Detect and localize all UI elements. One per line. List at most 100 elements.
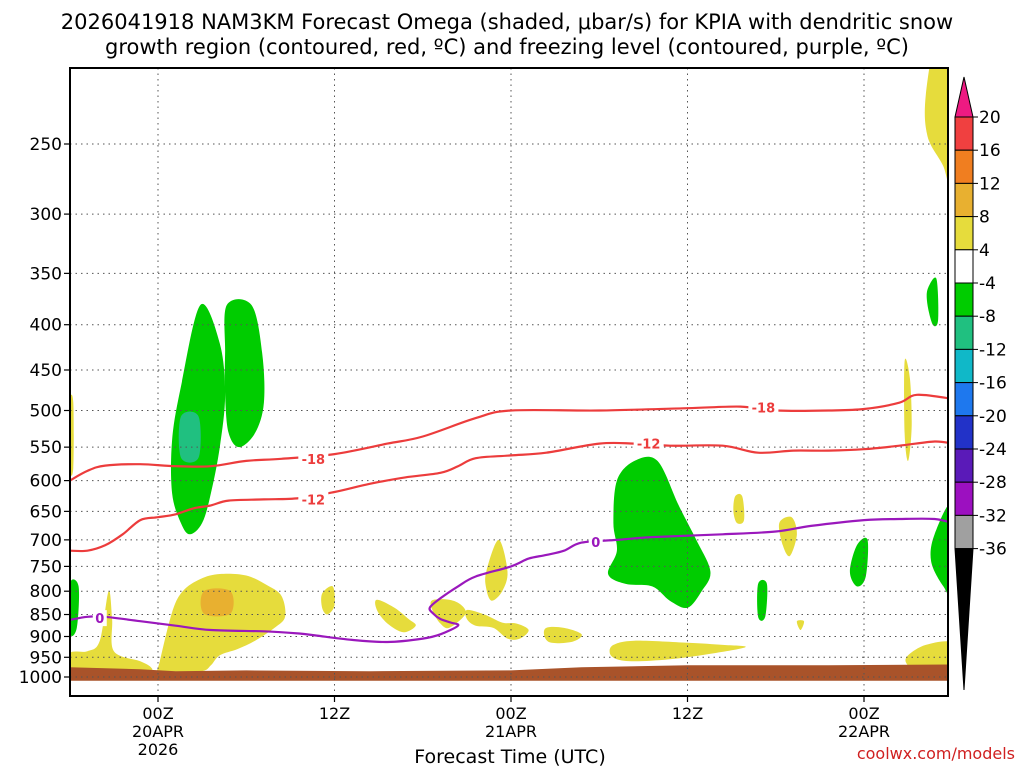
y-tick-label-600: 600 [30, 472, 62, 492]
y-tick-label-1000: 1000 [19, 668, 62, 688]
colorbar-label--32: -32 [979, 506, 1007, 526]
omega-region-15 [200, 588, 234, 617]
colorbar: 20 16 12 8 4 -4 -8 -12 -16 -20 -24 -28 -32 -36 [954, 76, 1007, 691]
omega-region-9 [926, 277, 939, 327]
y-tick-label-500: 500 [30, 402, 62, 422]
contour-label--12-2: -12 [637, 438, 661, 453]
colorbar-band-6 [954, 282, 974, 317]
contour-label-bg [92, 610, 107, 627]
colorbar-band-5 [954, 249, 974, 284]
chart-title-line1: 2026041918 NAM3KM Forecast Omega (shaded… [61, 10, 953, 34]
ground-layer [70, 664, 948, 681]
contour-lines: -18 -18 -12 -12 0 0 [70, 393, 948, 644]
colorbar-band-11 [954, 448, 974, 483]
omega-region-13 [70, 590, 153, 675]
colorbar-band-12 [954, 481, 974, 516]
omega-region-17 [375, 599, 416, 633]
x-axis-title: Forecast Time (UTC) [414, 746, 605, 768]
omega-region-2 [224, 299, 265, 448]
y-tick-label-300: 300 [30, 205, 62, 225]
colorbar-label-20: 20 [979, 108, 1001, 128]
omega-region-18 [430, 599, 466, 629]
omega-region-11 [924, 68, 948, 184]
contour-line--12 [70, 440, 948, 553]
plot-frame [69, 67, 949, 697]
colorbar-label-8: 8 [979, 208, 990, 228]
colorbar-label-16: 16 [979, 141, 1001, 161]
contour-label-0-1: 0 [95, 612, 104, 627]
y-tick-label-450: 450 [30, 361, 62, 381]
omega-region-8 [930, 505, 948, 595]
x-tick-label-20-1: 00Z [495, 704, 526, 723]
contour-label-bg [298, 491, 329, 508]
omega-region-22 [609, 640, 746, 662]
omega-region-16 [321, 585, 335, 615]
colorbar-top-arrow [954, 76, 974, 118]
ground-fill [70, 664, 948, 681]
colorbar-label--4: -4 [979, 274, 996, 294]
colorbar-label-4: 4 [979, 241, 990, 261]
omega-region-14 [157, 573, 286, 674]
contour-label-bg [298, 450, 329, 467]
colorbar-label--8: -8 [979, 307, 996, 327]
omega-region-27 [905, 641, 948, 671]
x-tick-label-40-1: 00Z [848, 704, 879, 723]
x-tick-label-0-1: 00Z [142, 704, 173, 723]
y-tick-label-250: 250 [30, 135, 62, 155]
colorbar-band-8 [954, 348, 974, 384]
colorbar-band-2 [954, 149, 974, 184]
contour-label-0-2: 0 [591, 536, 600, 551]
contour-label-bg [633, 435, 664, 452]
y-tick-label-400: 400 [30, 316, 62, 336]
colorbar-band-10 [954, 415, 974, 450]
y-tick-label-950: 950 [30, 648, 62, 668]
contour-label--18-1: -18 [302, 453, 326, 468]
x-tick-label-0-3: 2026 [138, 740, 179, 759]
colorbar-label--24: -24 [979, 440, 1007, 460]
y-tick-label-700: 700 [30, 531, 62, 551]
x-tick-label-0-2: 20APR [132, 722, 184, 741]
x-tick-label-10-1: 12Z [319, 704, 350, 723]
credit-link[interactable]: coolwx.com/models [857, 744, 1015, 763]
x-tick-label-30-1: 12Z [672, 704, 703, 723]
y-tick-label-800: 800 [30, 582, 62, 602]
colorbar-label--12: -12 [979, 340, 1007, 360]
contour-label-bg [588, 534, 603, 551]
y-tick-label-850: 850 [30, 606, 62, 626]
omega-region-5 [607, 456, 711, 609]
omega-region-21 [543, 626, 582, 644]
colorbar-label--28: -28 [979, 473, 1007, 493]
omega-region-23 [733, 493, 745, 524]
colorbar-label-12: 12 [979, 174, 1001, 194]
x-tick-label-40-2: 22APR [838, 722, 890, 741]
colorbar-band-1 [954, 116, 974, 151]
contour-line-0 [70, 517, 948, 644]
y-tick-label-750: 750 [30, 557, 62, 577]
y-tick-label-350: 350 [30, 264, 62, 284]
omega-region-6 [757, 579, 768, 621]
colorbar-band-3 [954, 182, 974, 218]
y-tick-label-550: 550 [30, 438, 62, 458]
omega-region-7 [849, 537, 869, 587]
omega-shading [70, 68, 948, 677]
contour-line--18 [70, 393, 948, 482]
omega-region-26 [904, 358, 912, 461]
colorbar-label--20: -20 [979, 407, 1007, 427]
colorbar-band-13 [954, 514, 974, 550]
contour-label--12-1: -12 [302, 493, 326, 508]
colorbar-band-7 [954, 315, 974, 350]
colorbar-band-9 [954, 382, 974, 417]
y-tick-label-900: 900 [30, 627, 62, 647]
omega-region-25 [796, 620, 805, 630]
omega-region-20 [465, 609, 529, 640]
omega-region-3 [178, 411, 201, 463]
omega-region-24 [778, 516, 797, 557]
contour-label-bg [748, 399, 779, 416]
omega-region-4 [70, 579, 80, 637]
contour-label--18-2: -18 [752, 401, 776, 416]
y-axis-ticks: 2503003504004505005506006507007508008509… [19, 135, 70, 688]
colorbar-label--16: -16 [979, 374, 1007, 394]
colorbar-bottom-arrow [954, 548, 974, 691]
